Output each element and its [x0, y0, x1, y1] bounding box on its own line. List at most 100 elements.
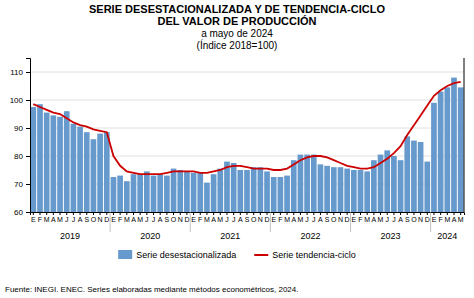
x-tick-mark: [280, 212, 281, 215]
x-tick-mark: [240, 212, 241, 215]
x-tick: J: [312, 212, 316, 223]
y-tick: 60: [14, 208, 30, 217]
x-tick-label: A: [211, 216, 216, 223]
bar: [104, 132, 110, 212]
x-tick: A: [318, 212, 323, 223]
x-tick: J: [232, 212, 236, 223]
x-tick: O: [171, 212, 177, 223]
x-tick: M: [364, 212, 370, 223]
y-tick-label: 70: [14, 180, 23, 189]
x-tick: S: [325, 212, 330, 223]
x-tick-mark: [206, 212, 207, 215]
x-tick: A: [291, 212, 296, 223]
x-tick-label: E: [271, 216, 276, 223]
x-tick-label: O: [171, 216, 177, 223]
x-tick-mark: [313, 212, 314, 215]
x-tick-mark: [320, 212, 321, 215]
x-tick-mark: [53, 212, 54, 215]
x-tick: E: [271, 212, 276, 223]
x-tick-label: J: [72, 216, 76, 223]
x-tick: N: [258, 212, 263, 223]
bar: [71, 124, 77, 212]
bar: [324, 166, 330, 212]
grid-line: [30, 72, 464, 73]
x-tick: J: [392, 212, 396, 223]
x-tick-label: O: [331, 216, 337, 223]
x-tick-mark: [440, 212, 441, 215]
x-tick-mark: [420, 212, 421, 215]
x-tick-mark: [213, 212, 214, 215]
x-group-separator: [110, 212, 111, 232]
y-tick-label: 110: [10, 68, 23, 77]
legend: Serie desestacionalizadaSerie tendencia-…: [118, 250, 356, 260]
bar: [211, 174, 217, 212]
x-tick: O: [411, 212, 417, 223]
bar: [404, 136, 410, 212]
x-tick: D: [184, 212, 189, 223]
x-tick-mark: [260, 212, 261, 215]
x-group-label: 2019: [60, 231, 80, 241]
bar: [137, 174, 143, 212]
x-tick-mark: [287, 212, 288, 215]
x-tick-label: F: [38, 216, 42, 223]
x-tick-mark: [73, 212, 74, 215]
x-tick-mark: [447, 212, 448, 215]
x-tick-mark: [120, 212, 121, 215]
x-tick: S: [405, 212, 410, 223]
x-tick-label: O: [91, 216, 97, 223]
x-tick: J: [72, 212, 76, 223]
x-tick-label: F: [438, 216, 442, 223]
x-tick-label: M: [378, 216, 384, 223]
x-group-separator: [350, 212, 351, 232]
x-tick-label: J: [312, 216, 316, 223]
plot: 60708090100110EFMAMJJASONDEFMAMJJASONDEF…: [10, 58, 465, 241]
y-tick: 80: [14, 152, 30, 161]
bar: [151, 176, 157, 212]
legend-swatch: [118, 250, 132, 259]
x-tick-mark: [100, 212, 101, 215]
x-tick-mark: [193, 212, 194, 215]
bar: [298, 155, 304, 212]
bar: [191, 173, 197, 212]
x-tick: F: [438, 212, 442, 223]
bar: [271, 177, 277, 212]
x-tick-mark: [433, 212, 434, 215]
x-tick: M: [444, 212, 450, 223]
x-tick-mark: [186, 212, 187, 215]
x-tick-mark: [307, 212, 308, 215]
bar: [177, 170, 183, 212]
x-tick-label: J: [305, 216, 309, 223]
x-tick: E: [191, 212, 196, 223]
x-tick: E: [111, 212, 116, 223]
x-tick-label: M: [458, 216, 464, 223]
y-axis-line: [26, 59, 31, 213]
bar: [411, 141, 417, 212]
x-tick: O: [331, 212, 337, 223]
bar: [304, 155, 310, 212]
x-tick-label: A: [291, 216, 296, 223]
x-tick-label: D: [345, 216, 350, 223]
y-tick-mark: [26, 156, 30, 157]
x-tick-mark: [106, 212, 107, 215]
x-tick-label: E: [31, 216, 36, 223]
x-tick-mark: [33, 212, 34, 215]
x-tick: F: [118, 212, 122, 223]
y-tick-mark: [26, 184, 30, 185]
y-tick: 70: [14, 180, 30, 189]
x-tick-mark: [427, 212, 428, 215]
bar: [111, 177, 117, 212]
x-tick: M: [458, 212, 464, 223]
x-tick: M: [378, 212, 384, 223]
y-tick-label: 80: [14, 152, 23, 161]
x-tick: E: [31, 212, 36, 223]
bar: [124, 181, 130, 212]
legend-item: Serie desestacionalizada: [118, 250, 236, 260]
x-tick-label: J: [385, 216, 389, 223]
x-tick-mark: [133, 212, 134, 215]
x-tick: J: [305, 212, 309, 223]
x-tick: E: [351, 212, 356, 223]
legend-swatch: [254, 254, 268, 256]
x-tick: A: [158, 212, 163, 223]
x-tick-label: D: [264, 216, 269, 223]
bar: [84, 132, 90, 212]
